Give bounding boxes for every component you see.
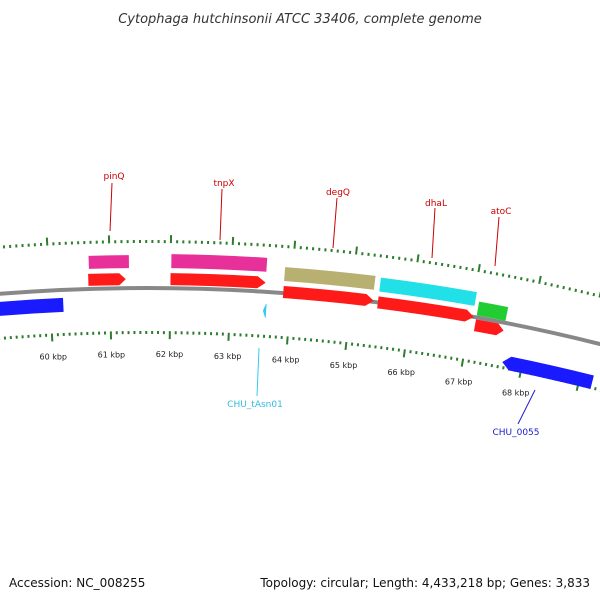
minor-tick xyxy=(507,274,511,278)
major-tick xyxy=(460,358,465,367)
minor-tick xyxy=(544,281,547,286)
gene-label-chu0055[interactable]: CHU_0055 xyxy=(492,428,539,438)
trna-marker[interactable] xyxy=(262,303,267,318)
kbp-tick-label: 67 kbp xyxy=(445,377,473,386)
minor-tick xyxy=(479,361,482,366)
minor-tick xyxy=(471,267,474,272)
accession-text: Accession: NC_008255 xyxy=(9,576,145,590)
pinQ-cog-box[interactable] xyxy=(88,255,129,269)
minor-tick xyxy=(568,287,572,291)
gene-label-pinQ[interactable]: pinQ xyxy=(103,172,124,182)
minor-tick xyxy=(574,288,578,293)
kbp-tick-label: 60 kbp xyxy=(40,352,68,361)
chu0055-leader-line xyxy=(517,389,536,425)
feature-track xyxy=(0,254,594,390)
minor-tick xyxy=(556,284,559,288)
major-tick xyxy=(402,349,406,358)
kbp-tick-label: 66 kbp xyxy=(387,368,415,377)
kbp-tick-label: 64 kbp xyxy=(272,355,300,364)
minor-tick xyxy=(496,365,499,369)
gene-label-degQ[interactable]: degQ xyxy=(326,188,350,198)
reverse-cds-arrow[interactable] xyxy=(0,297,64,317)
minor-tick xyxy=(526,278,529,282)
label-leaders xyxy=(109,182,536,425)
minor-tick xyxy=(580,290,584,294)
gene-label-atoC[interactable]: atoC xyxy=(491,207,512,217)
minor-tick xyxy=(592,292,596,297)
gene-label-tnpX[interactable]: tnpX xyxy=(213,179,234,189)
minor-tick xyxy=(467,359,470,363)
dhaL-leader-line xyxy=(431,207,436,259)
outer-tick-ring xyxy=(2,235,600,298)
chu0055-reverse-arrow[interactable] xyxy=(502,356,594,390)
minor-tick xyxy=(562,285,565,290)
minor-tick xyxy=(490,363,494,368)
minor-tick xyxy=(473,360,476,364)
minor-tick xyxy=(484,362,488,367)
minor-tick xyxy=(450,356,453,360)
trna-leader-line xyxy=(256,347,260,397)
atoC-cds-arrow[interactable] xyxy=(473,319,504,336)
kbp-tick-label: 68 kbp xyxy=(502,388,530,397)
pinQ-leader-line xyxy=(109,182,113,232)
tnpX-cog-box[interactable] xyxy=(171,254,268,272)
minor-tick xyxy=(483,270,487,274)
minor-tick xyxy=(594,387,597,391)
minor-tick xyxy=(532,279,535,283)
kbp-tick-label: 63 kbp xyxy=(214,352,242,361)
pinQ-cds-arrow[interactable] xyxy=(88,273,126,286)
kbp-tick-label: 61 kbp xyxy=(98,350,126,359)
dhaL-cds-arrow[interactable] xyxy=(377,296,474,322)
kbp-tick-labels: 60 kbp 61 kbp 62 kbp 63 kbp 64 kbp 65 kbp 66 k… xyxy=(40,350,530,397)
degQ-leader-line xyxy=(332,197,338,249)
dhaL-cog-box[interactable] xyxy=(379,277,477,306)
atoC-leader-line xyxy=(494,216,500,267)
degQ-cds-arrow[interactable] xyxy=(282,286,374,306)
genome-stats-text: Topology: circular; Length: 4,433,218 bp… xyxy=(259,576,590,590)
minor-tick xyxy=(502,366,505,370)
map-title: Cytophaga hutchinsonii ATCC 33406, compl… xyxy=(118,12,482,27)
minor-tick xyxy=(586,291,590,295)
gene-label-dhaL[interactable]: dhaL xyxy=(425,199,447,209)
minor-tick xyxy=(455,357,459,361)
degQ-cog-box[interactable] xyxy=(284,267,376,290)
minor-tick xyxy=(501,273,505,277)
minor-tick xyxy=(489,271,493,275)
atoC-cog-box[interactable] xyxy=(476,301,509,321)
major-tick xyxy=(344,341,348,351)
minor-tick xyxy=(520,276,523,281)
minor-tick xyxy=(513,275,517,280)
major-tick xyxy=(286,336,289,345)
major-tick xyxy=(293,240,297,249)
tnpX-cds-arrow[interactable] xyxy=(170,273,266,289)
minor-tick xyxy=(495,272,499,276)
gene-label-trna[interactable]: CHU_tAsn01 xyxy=(227,400,283,410)
major-tick xyxy=(477,264,481,273)
kbp-tick-label: 62 kbp xyxy=(156,350,184,359)
minor-tick xyxy=(465,266,468,271)
inner-tick-ring xyxy=(0,330,600,392)
major-tick xyxy=(416,254,420,263)
genome-backbone xyxy=(0,286,600,347)
minor-tick xyxy=(550,283,553,287)
major-tick xyxy=(355,246,358,255)
major-tick xyxy=(538,275,542,285)
kbp-tick-label: 65 kbp xyxy=(330,361,358,370)
tnpX-leader-line xyxy=(219,188,223,241)
